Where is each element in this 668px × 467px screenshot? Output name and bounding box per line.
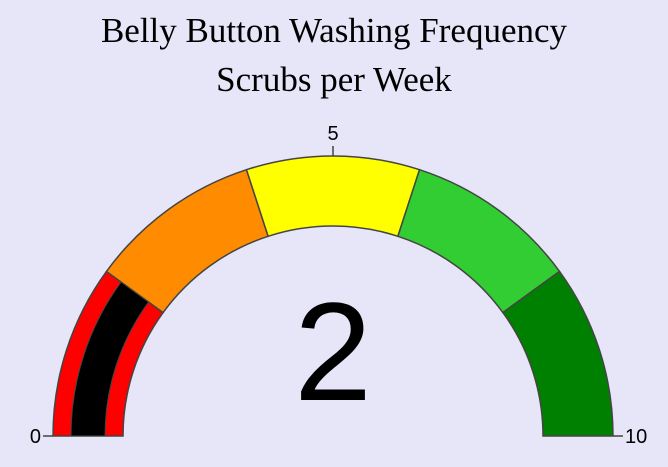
gauge-tick-label: 5: [327, 123, 338, 145]
gauge-band-3: [245, 155, 421, 238]
gauge-tick-label: 10: [625, 426, 647, 448]
gauge-value: 2: [294, 273, 372, 430]
gauge-value-bar: [70, 281, 150, 437]
gauge-bar-group: [70, 281, 150, 437]
gauge-axis: 0 5 10: [30, 123, 647, 448]
chart-subtitle: Scrubs per Week: [216, 60, 452, 99]
gauge-tick-label: 0: [30, 426, 41, 448]
chart-title: Belly Button Washing Frequency: [100, 11, 568, 50]
